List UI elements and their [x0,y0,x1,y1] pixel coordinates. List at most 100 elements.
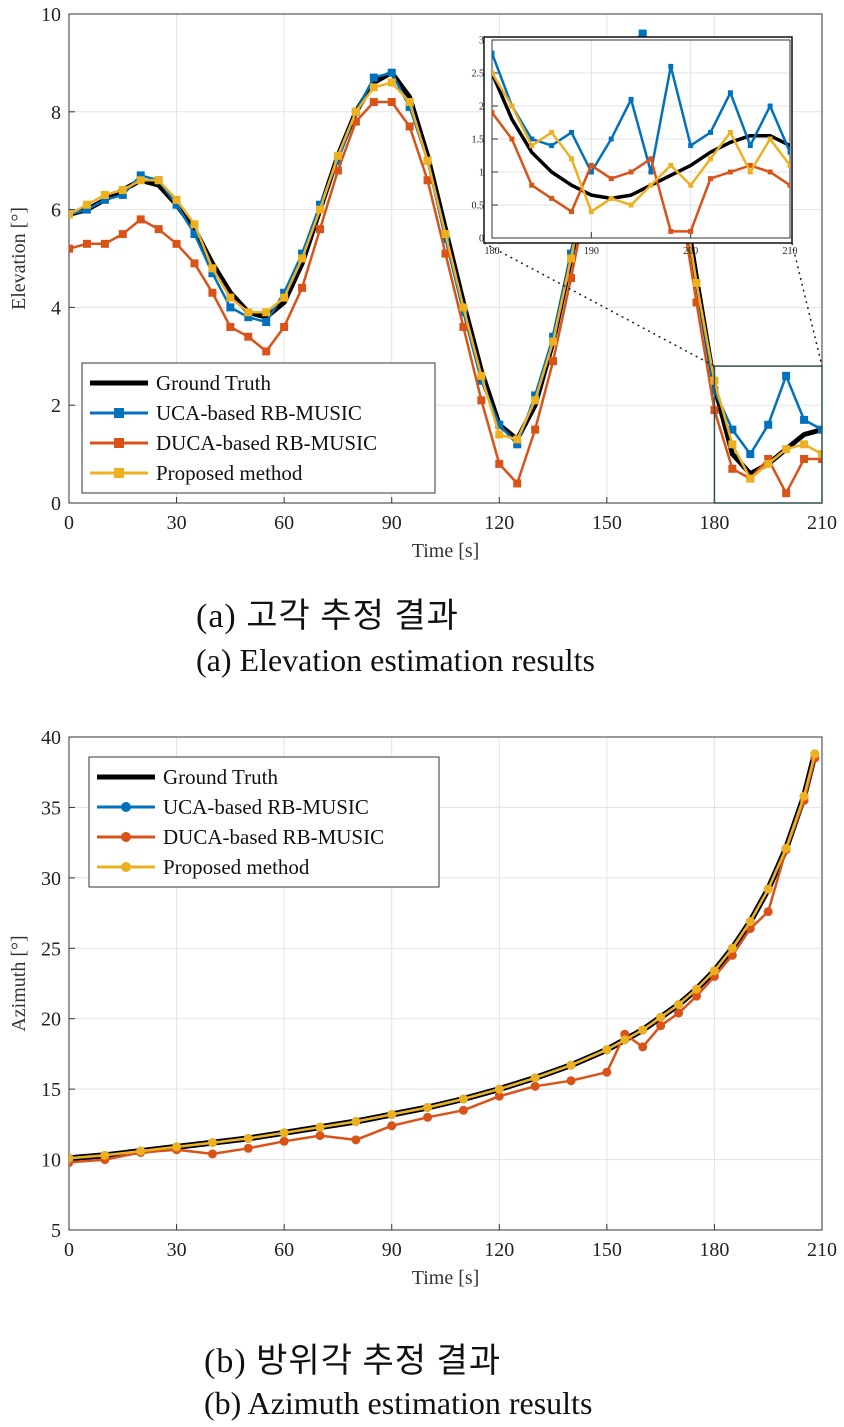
legend-label: Ground Truth [163,765,278,789]
data-point [262,318,271,327]
zoom-region-box [713,365,823,504]
data-point [549,195,555,201]
data-point [458,1094,468,1104]
data-point [118,230,127,239]
caption-a-english: (a) Elevation estimation results [196,642,595,678]
data-point [172,195,181,204]
data-point [136,176,145,185]
y-tick-label: 30 [41,868,61,890]
data-point [495,459,504,468]
data-point [315,1122,325,1132]
y-axis-label: Azimuth [°] [8,935,30,1031]
data-point [243,1143,253,1153]
x-tick-label: 150 [592,1239,622,1261]
data-point [441,230,450,239]
data-point [764,420,773,429]
legend-label: Proposed method [163,855,310,879]
data-point [494,1091,504,1101]
y-tick-label: 2.5 [472,69,485,80]
data-point [207,1138,217,1148]
data-point [316,200,324,209]
data-point [369,83,378,92]
data-point [387,98,396,107]
data-point [492,50,495,56]
data-point [531,391,540,400]
data-point [692,278,701,287]
data-point [492,70,495,76]
data-point [529,143,535,149]
x-tick-label: 30 [167,1239,187,1261]
data-point [82,200,91,209]
data-point [549,129,555,135]
data-point [387,1121,397,1131]
data-point [620,1035,630,1045]
data-point [172,1142,182,1152]
x-tick-label: 180 [699,512,729,534]
data-point [154,225,163,234]
y-tick-label: 4 [51,297,61,319]
data-point [423,1102,433,1112]
data-point [727,90,733,96]
data-point [709,966,719,976]
y-tick-label: 8 [51,102,61,124]
series-line [492,52,790,174]
data-point [279,1128,289,1138]
data-point [405,98,414,107]
y-tick-label: 10 [41,4,61,26]
y-tick-label: 15 [41,1079,61,1101]
y-tick-label: 0 [479,234,484,245]
data-point [708,156,714,162]
x-axis-label: Time [s] [412,1267,480,1289]
x-tick-label: 190 [584,246,599,257]
data-point [549,357,558,366]
data-point [588,209,594,215]
series-line [492,111,790,233]
series-group [69,749,820,1167]
data-point [549,143,555,149]
data-point [244,308,253,317]
data-point [692,984,701,994]
y-tick-label: 6 [51,200,61,222]
data-point [100,239,109,248]
data-point [387,1109,397,1119]
data-point [668,63,674,69]
data-point [495,420,504,429]
data-point [531,425,540,434]
data-point [746,474,755,483]
series-line [69,753,817,1160]
data-point [728,425,737,434]
data-point [369,73,378,82]
legend-label: UCA-based RB-MUSIC [156,401,362,425]
y-tick-label: 2 [51,395,61,417]
data-point [628,96,634,102]
data-point [207,1149,217,1159]
data-point [763,907,773,917]
y-tick-label: 0 [51,493,61,515]
data-point [298,249,307,258]
data-point [172,239,181,248]
data-point [405,102,414,111]
data-point [747,169,753,175]
data-point [818,454,822,463]
x-tick-label: 60 [274,1239,294,1261]
data-point [459,303,468,312]
x-tick-label: 120 [484,1239,514,1261]
data-point [746,450,755,459]
data-point [351,1117,361,1127]
data-point [226,322,235,331]
x-tick-label: 90 [382,1239,402,1261]
data-point [190,259,199,268]
data-point [727,943,737,953]
data-point [262,347,271,356]
data-point [767,169,773,175]
data-point [656,1012,666,1022]
data-point [495,430,504,439]
data-point [82,205,91,214]
data-point [567,274,575,283]
data-point [602,1067,612,1077]
data-point [728,440,737,449]
y-tick-label: 3 [479,36,484,47]
y-axis-label: Elevation [°] [8,207,30,310]
y-tick-label: 5 [51,1220,61,1242]
